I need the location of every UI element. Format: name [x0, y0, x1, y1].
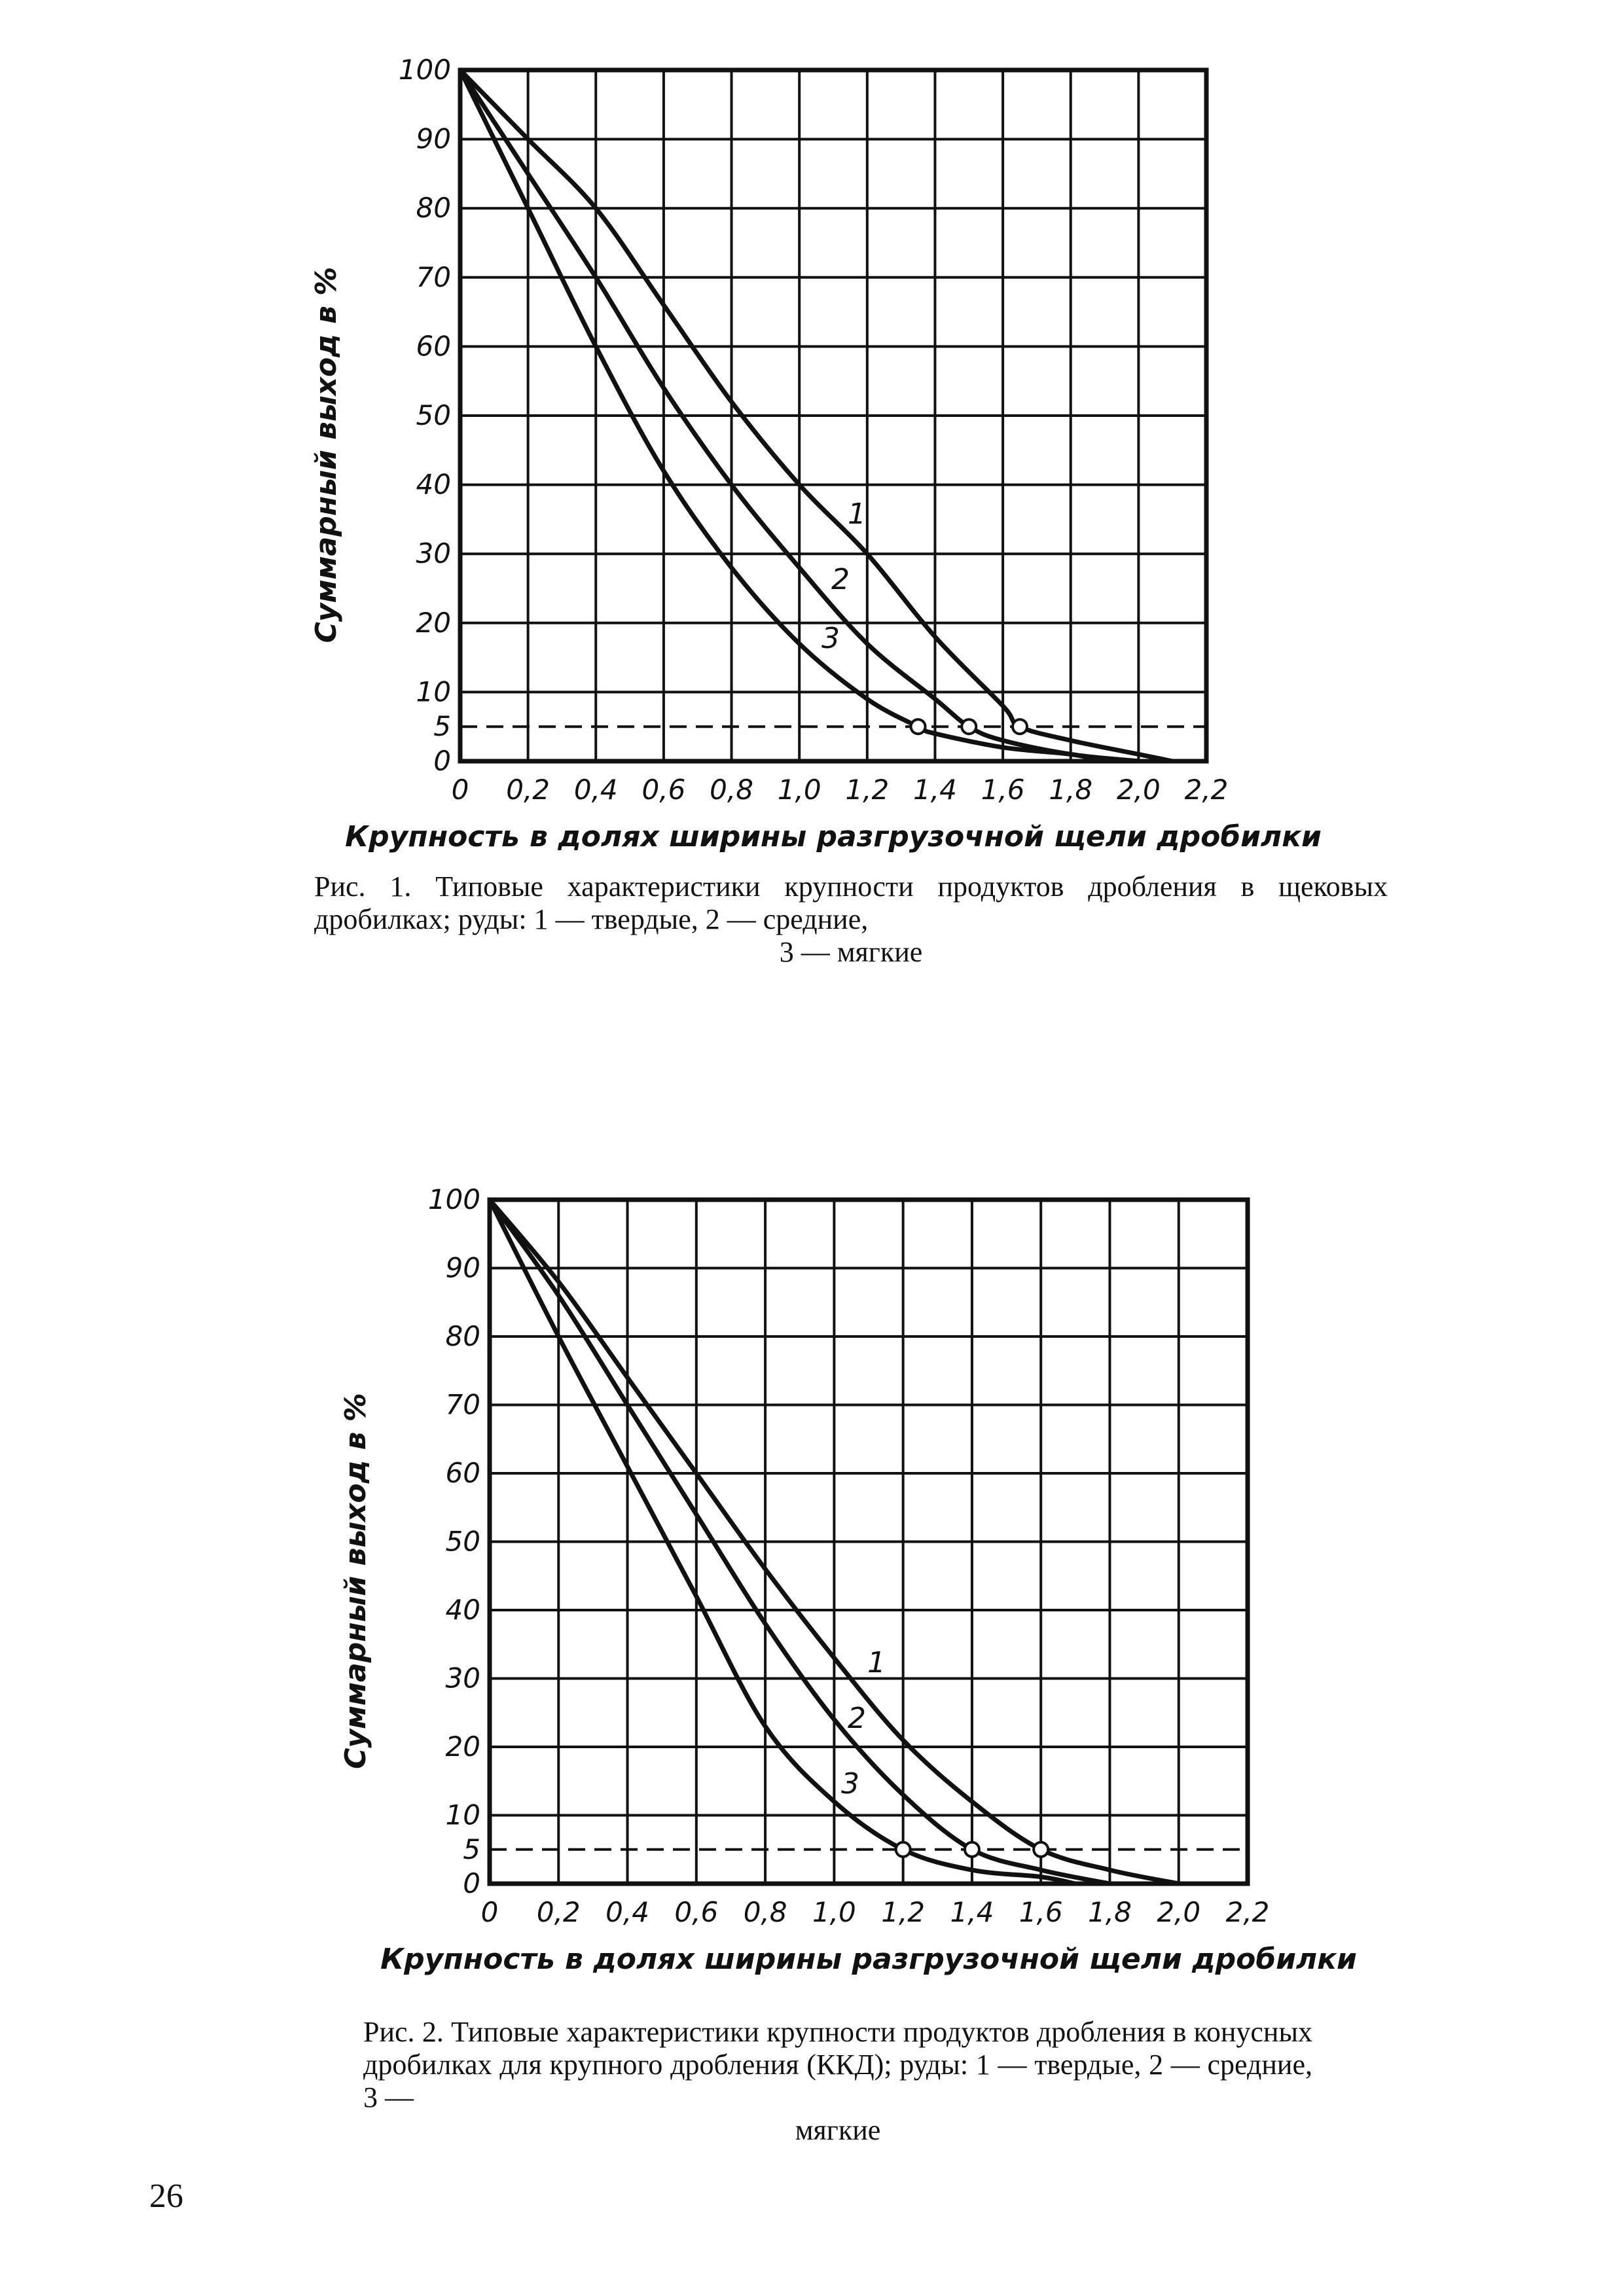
x-tick-label: 0,6 [674, 1896, 718, 1928]
series-curve-2 [458, 67, 1141, 764]
y-tick-label: 60 [446, 1457, 480, 1489]
x-tick-label: 1,2 [881, 1896, 925, 1928]
grid [459, 69, 1208, 762]
y-tick-label: 40 [446, 1594, 480, 1626]
y-axis-title: Суммарный выход в % [339, 1393, 372, 1769]
curve-label-2: 2 [831, 563, 850, 596]
x-tick-label: 0,4 [605, 1896, 649, 1928]
x-tick-label: 1,2 [845, 774, 889, 806]
marker-2 [963, 1840, 981, 1858]
x-tick-label: 2,2 [1185, 774, 1229, 806]
y-tick-label: 90 [416, 123, 451, 155]
y-axis-title: Суммарный выход в % [310, 267, 343, 643]
figure-2-caption-text: Рис. 2. Типовые характеристики крупности… [363, 2016, 1312, 2113]
y-tick-label: 50 [446, 1526, 480, 1558]
marker-3 [909, 718, 927, 736]
grid [488, 1198, 1249, 1885]
marker-1 [1032, 1840, 1050, 1858]
curve-label-1: 1 [867, 1646, 886, 1679]
x-tick-label: 1,4 [950, 1896, 994, 1928]
figure-2-caption: Рис. 2. Типовые характеристики крупности… [363, 2016, 1312, 2147]
curve-label-3: 3 [821, 622, 840, 655]
y-tick-label: 80 [416, 192, 451, 224]
x-tick-label: 1,6 [981, 774, 1025, 806]
x-axis-title: Крупность в долях ширины разгрузочной ще… [345, 820, 1322, 853]
y-tick-label: 60 [416, 330, 451, 362]
y-tick-label: 70 [416, 261, 451, 293]
page-number: 26 [149, 2178, 183, 2215]
y-tick-label: 30 [416, 537, 451, 569]
y-tick-label: 10 [416, 675, 451, 708]
figure-1-caption: Рис. 1. Типовые характеристики крупности… [314, 870, 1388, 969]
curve-label-3: 3 [841, 1767, 859, 1801]
series-curve-1 [458, 67, 1175, 764]
marker-1 [1011, 718, 1028, 736]
x-tick-label: 0,8 [744, 1896, 787, 1928]
marker-2 [960, 718, 978, 736]
x-tick-label: 2,2 [1226, 1896, 1270, 1928]
x-tick-label: 2,0 [1157, 1896, 1200, 1928]
y-tick-label: 20 [416, 607, 451, 639]
y-tick-label: 70 [446, 1389, 480, 1421]
x-tick-label: 0 [481, 1896, 499, 1928]
series-curve-3 [487, 1197, 1078, 1886]
y-tick-label: 80 [446, 1320, 480, 1352]
x-axis-title: Крупность в долях ширины разгрузочной ще… [380, 1943, 1357, 1976]
y-tick-label: 0 [463, 1867, 480, 1899]
marker-3 [894, 1840, 912, 1858]
y-tick-label: 0 [433, 745, 451, 777]
y-tick-label: 100 [399, 54, 451, 86]
curve-label-2: 2 [848, 1702, 866, 1735]
series-curve-2 [487, 1197, 1112, 1886]
figure-1-caption-text: Рис. 1. Типовые характеристики крупности… [314, 870, 1388, 935]
x-tick-label: 1,6 [1019, 1896, 1063, 1928]
x-tick-label: 0,4 [574, 774, 618, 806]
x-tick-label: 1,0 [778, 774, 821, 806]
y-tick-label: 50 [416, 399, 451, 431]
y-tick-label: 5 [433, 710, 451, 742]
figure-1-caption-last-line: 3 — мягкие [779, 936, 923, 968]
y-tick-label: 10 [446, 1799, 480, 1831]
x-tick-label: 0,8 [710, 774, 753, 806]
y-tick-label: 30 [446, 1662, 480, 1695]
series-curve-3 [458, 67, 1107, 764]
y-tick-label: 90 [446, 1252, 480, 1284]
y-tick-label: 20 [446, 1731, 480, 1763]
x-tick-label: 2,0 [1117, 774, 1161, 806]
x-tick-label: 1,8 [1049, 774, 1092, 806]
curve-label-1: 1 [848, 497, 866, 531]
y-tick-label: 5 [463, 1833, 480, 1865]
x-tick-label: 0,2 [506, 774, 550, 806]
x-tick-label: 1,4 [913, 774, 957, 806]
x-tick-label: 1,0 [812, 1896, 856, 1928]
x-tick-label: 1,8 [1088, 1896, 1132, 1928]
plot-frame [458, 67, 1209, 764]
x-tick-label: 0,6 [642, 774, 686, 806]
figure-2-caption-last-line: мягкие [795, 2114, 881, 2146]
plot-frame [487, 1197, 1250, 1886]
y-tick-label: 40 [416, 469, 451, 501]
y-tick-label: 100 [428, 1183, 480, 1215]
x-tick-label: 0 [452, 774, 469, 806]
x-tick-label: 0,2 [537, 1896, 581, 1928]
